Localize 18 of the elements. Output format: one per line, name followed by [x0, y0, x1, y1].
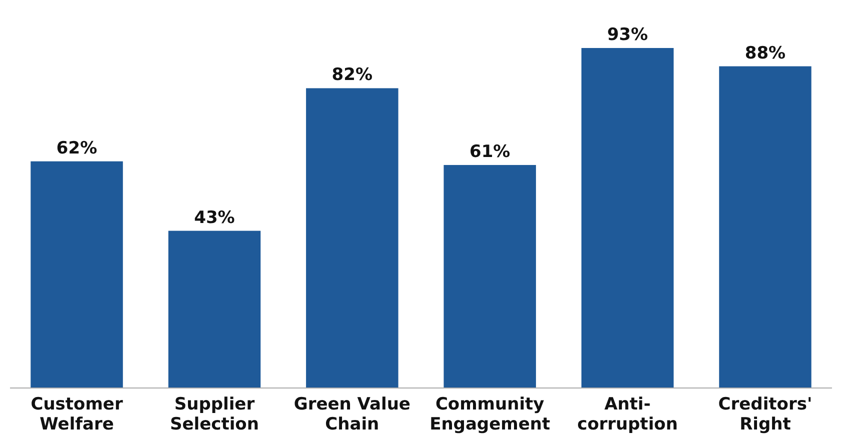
- bar: [719, 66, 812, 388]
- bar: [444, 164, 536, 388]
- x-tick-label: Anti-corruption: [577, 394, 678, 434]
- x-tick-label: Green Value Chain: [294, 394, 410, 434]
- bar: [30, 161, 123, 388]
- bar: [306, 88, 398, 388]
- data-label: 88%: [744, 43, 786, 64]
- x-tick-label: Community Engagement: [430, 394, 550, 434]
- data-label: 62%: [56, 138, 98, 158]
- bar: [168, 230, 261, 388]
- x-tick-label: Customer Welfare: [30, 394, 124, 434]
- bar: [581, 48, 674, 388]
- data-label: 82%: [332, 65, 373, 86]
- x-tick-label: Creditors' Right: [718, 394, 812, 434]
- x-tick-label: Supplier Selection: [170, 394, 259, 434]
- data-label: 61%: [469, 142, 510, 162]
- data-label: 43%: [194, 208, 235, 228]
- data-label: 93%: [607, 25, 648, 45]
